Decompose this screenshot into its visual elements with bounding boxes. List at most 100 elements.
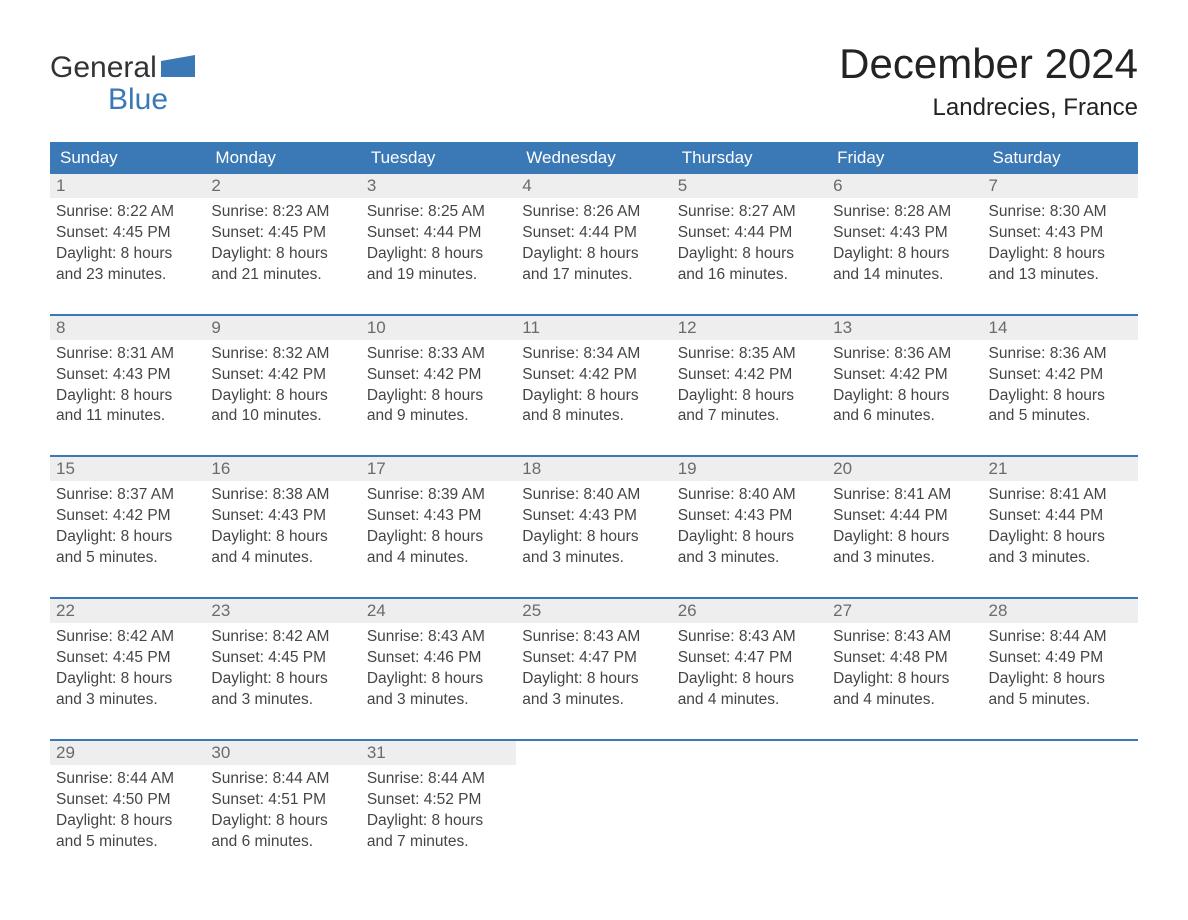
day-number: 15 <box>50 457 205 481</box>
daylight-line2: and 4 minutes. <box>367 548 508 569</box>
daylight-line2: and 3 minutes. <box>56 690 197 711</box>
daylight-line1: Daylight: 8 hours <box>522 386 663 407</box>
day-number: 18 <box>516 457 671 481</box>
day-cell: Sunrise: 8:25 AMSunset: 4:44 PMDaylight:… <box>361 198 516 315</box>
day-header: Friday <box>827 142 982 174</box>
day-cell: Sunrise: 8:28 AMSunset: 4:43 PMDaylight:… <box>827 198 982 315</box>
sunset-text: Sunset: 4:43 PM <box>367 506 508 527</box>
sunrise-text: Sunrise: 8:38 AM <box>211 485 352 506</box>
day-header: Monday <box>205 142 360 174</box>
page-header: General Blue December 2024 Landrecies, F… <box>50 40 1138 122</box>
sunrise-text: Sunrise: 8:28 AM <box>833 202 974 223</box>
day-cell: Sunrise: 8:40 AMSunset: 4:43 PMDaylight:… <box>672 481 827 598</box>
sunrise-text: Sunrise: 8:43 AM <box>833 627 974 648</box>
day-number-row: 891011121314 <box>50 316 1138 340</box>
day-number: 20 <box>827 457 982 481</box>
daylight-line1: Daylight: 8 hours <box>56 244 197 265</box>
daylight-line1: Daylight: 8 hours <box>678 244 819 265</box>
empty-cell <box>983 741 1138 765</box>
day-header: Thursday <box>672 142 827 174</box>
day-detail-row: Sunrise: 8:42 AMSunset: 4:45 PMDaylight:… <box>50 623 1138 740</box>
day-detail-row: Sunrise: 8:37 AMSunset: 4:42 PMDaylight:… <box>50 481 1138 598</box>
day-number-row: 1234567 <box>50 174 1138 198</box>
sunrise-text: Sunrise: 8:25 AM <box>367 202 508 223</box>
sunset-text: Sunset: 4:44 PM <box>833 506 974 527</box>
day-cell: Sunrise: 8:41 AMSunset: 4:44 PMDaylight:… <box>983 481 1138 598</box>
day-number: 17 <box>361 457 516 481</box>
daylight-line1: Daylight: 8 hours <box>211 386 352 407</box>
daylight-line2: and 10 minutes. <box>211 406 352 427</box>
day-number: 7 <box>983 174 1138 198</box>
daylight-line2: and 6 minutes. <box>833 406 974 427</box>
sunrise-text: Sunrise: 8:37 AM <box>56 485 197 506</box>
daylight-line1: Daylight: 8 hours <box>989 669 1130 690</box>
sunrise-text: Sunrise: 8:36 AM <box>989 344 1130 365</box>
daylight-line2: and 3 minutes. <box>989 548 1130 569</box>
day-number: 31 <box>361 741 516 765</box>
sunrise-text: Sunrise: 8:44 AM <box>989 627 1130 648</box>
day-number: 26 <box>672 599 827 623</box>
day-number-row: 293031 <box>50 741 1138 765</box>
daylight-line2: and 8 minutes. <box>522 406 663 427</box>
day-header-row: Sunday Monday Tuesday Wednesday Thursday… <box>50 142 1138 174</box>
sunrise-text: Sunrise: 8:43 AM <box>678 627 819 648</box>
daylight-line1: Daylight: 8 hours <box>211 244 352 265</box>
empty-cell <box>827 741 982 765</box>
day-cell: Sunrise: 8:32 AMSunset: 4:42 PMDaylight:… <box>205 340 360 457</box>
day-cell: Sunrise: 8:36 AMSunset: 4:42 PMDaylight:… <box>983 340 1138 457</box>
daylight-line1: Daylight: 8 hours <box>833 527 974 548</box>
sunrise-text: Sunrise: 8:43 AM <box>367 627 508 648</box>
day-cell: Sunrise: 8:27 AMSunset: 4:44 PMDaylight:… <box>672 198 827 315</box>
sunrise-text: Sunrise: 8:30 AM <box>989 202 1130 223</box>
empty-cell <box>516 741 671 765</box>
day-cell: Sunrise: 8:35 AMSunset: 4:42 PMDaylight:… <box>672 340 827 457</box>
empty-cell <box>827 765 982 881</box>
day-number: 9 <box>205 316 360 340</box>
daylight-line2: and 5 minutes. <box>56 548 197 569</box>
day-cell: Sunrise: 8:44 AMSunset: 4:52 PMDaylight:… <box>361 765 516 881</box>
sunset-text: Sunset: 4:43 PM <box>522 506 663 527</box>
sunset-text: Sunset: 4:43 PM <box>678 506 819 527</box>
empty-cell <box>672 741 827 765</box>
day-number: 21 <box>983 457 1138 481</box>
sunrise-text: Sunrise: 8:36 AM <box>833 344 974 365</box>
location-label: Landrecies, France <box>839 94 1138 122</box>
brand-line2: Blue <box>50 84 195 116</box>
sunrise-text: Sunrise: 8:44 AM <box>367 769 508 790</box>
sunrise-text: Sunrise: 8:31 AM <box>56 344 197 365</box>
day-cell: Sunrise: 8:44 AMSunset: 4:51 PMDaylight:… <box>205 765 360 881</box>
day-cell: Sunrise: 8:41 AMSunset: 4:44 PMDaylight:… <box>827 481 982 598</box>
daylight-line2: and 3 minutes. <box>522 690 663 711</box>
daylight-line2: and 11 minutes. <box>56 406 197 427</box>
sunrise-text: Sunrise: 8:35 AM <box>678 344 819 365</box>
day-number: 27 <box>827 599 982 623</box>
daylight-line1: Daylight: 8 hours <box>989 386 1130 407</box>
daylight-line2: and 4 minutes. <box>678 690 819 711</box>
day-number: 8 <box>50 316 205 340</box>
daylight-line1: Daylight: 8 hours <box>56 811 197 832</box>
day-number: 24 <box>361 599 516 623</box>
sunset-text: Sunset: 4:43 PM <box>989 223 1130 244</box>
day-number: 22 <box>50 599 205 623</box>
sunset-text: Sunset: 4:44 PM <box>678 223 819 244</box>
day-header: Sunday <box>50 142 205 174</box>
sunrise-text: Sunrise: 8:26 AM <box>522 202 663 223</box>
sunset-text: Sunset: 4:42 PM <box>833 365 974 386</box>
day-cell: Sunrise: 8:37 AMSunset: 4:42 PMDaylight:… <box>50 481 205 598</box>
day-cell: Sunrise: 8:39 AMSunset: 4:43 PMDaylight:… <box>361 481 516 598</box>
day-cell: Sunrise: 8:23 AMSunset: 4:45 PMDaylight:… <box>205 198 360 315</box>
daylight-line2: and 6 minutes. <box>211 832 352 853</box>
sunset-text: Sunset: 4:42 PM <box>522 365 663 386</box>
day-number: 16 <box>205 457 360 481</box>
sunrise-text: Sunrise: 8:33 AM <box>367 344 508 365</box>
daylight-line1: Daylight: 8 hours <box>367 811 508 832</box>
daylight-line2: and 13 minutes. <box>989 265 1130 286</box>
day-header: Saturday <box>983 142 1138 174</box>
daylight-line1: Daylight: 8 hours <box>522 527 663 548</box>
sunset-text: Sunset: 4:44 PM <box>989 506 1130 527</box>
calendar-table: Sunday Monday Tuesday Wednesday Thursday… <box>50 142 1138 880</box>
day-cell: Sunrise: 8:31 AMSunset: 4:43 PMDaylight:… <box>50 340 205 457</box>
daylight-line2: and 19 minutes. <box>367 265 508 286</box>
daylight-line1: Daylight: 8 hours <box>367 669 508 690</box>
day-number-row: 22232425262728 <box>50 599 1138 623</box>
